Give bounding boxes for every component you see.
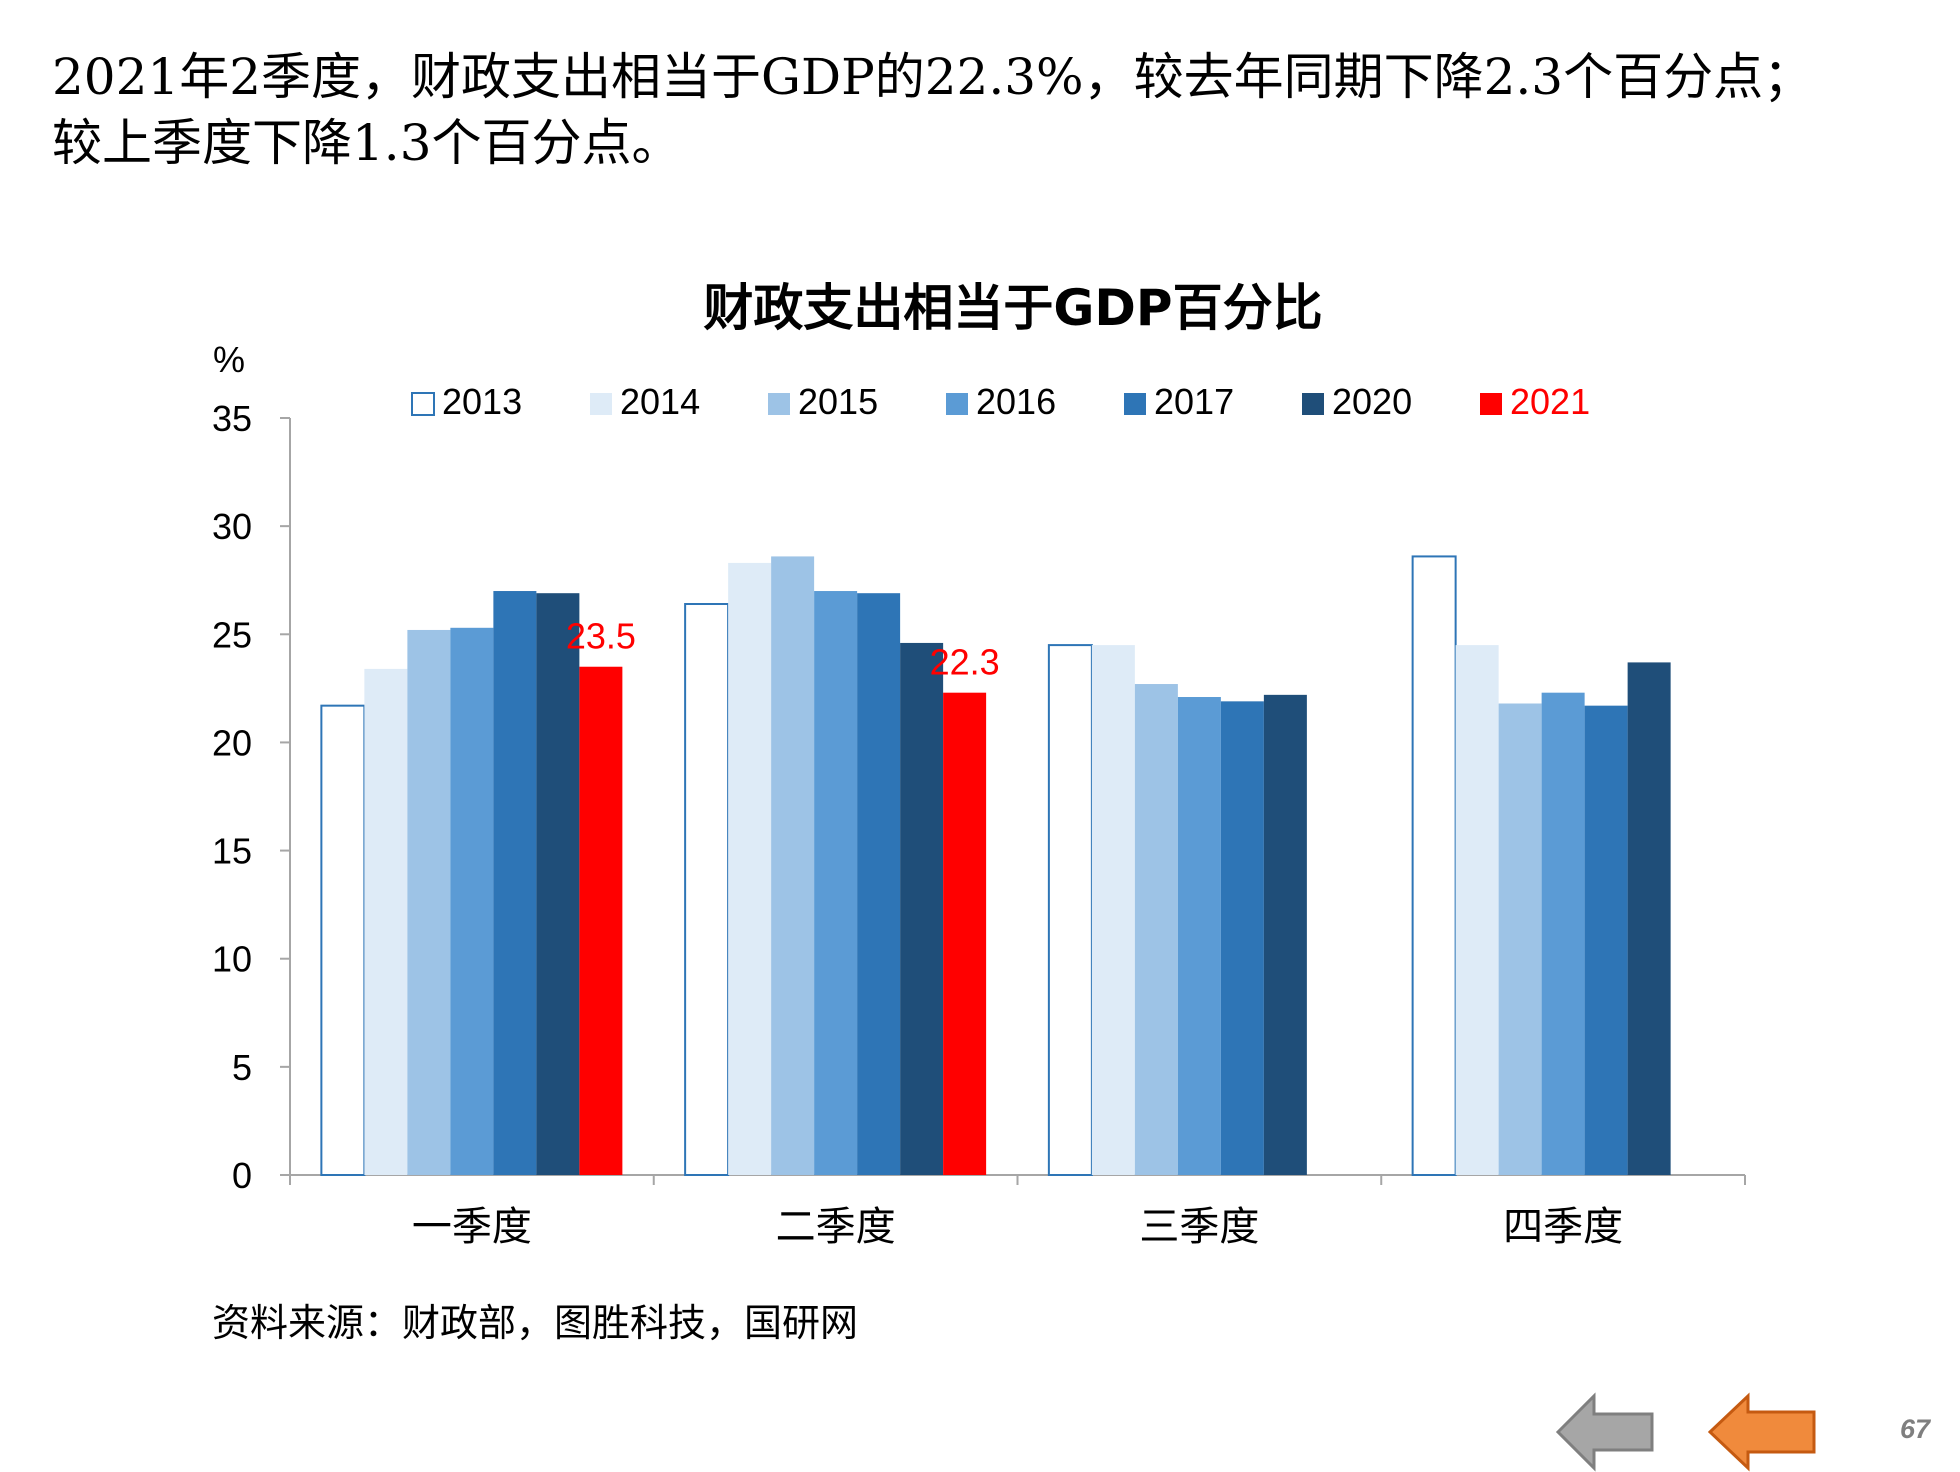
x-tick-label: 二季度 [776, 1204, 896, 1250]
headline-line-2: 较上季度下降1.3个百分点。 [52, 114, 682, 172]
bar [771, 556, 815, 1175]
x-tick-label: 四季度 [1503, 1204, 1623, 1250]
legend-swatch [411, 392, 435, 416]
y-tick-label: 15 [212, 831, 252, 872]
bar [1627, 662, 1671, 1175]
legend-label: 2013 [442, 381, 522, 422]
bar [320, 704, 366, 1176]
bar [1177, 697, 1221, 1175]
legend-label: 2021 [1510, 381, 1590, 422]
bar [1263, 694, 1307, 1175]
y-tick-label: 25 [212, 614, 252, 655]
bar [1541, 692, 1585, 1175]
bar [943, 692, 987, 1175]
bar [900, 642, 944, 1175]
bar [1411, 555, 1457, 1176]
legend-label: 2020 [1332, 381, 1412, 422]
y-tick-label: 10 [212, 939, 252, 980]
previous-page-arrow-icon[interactable] [1556, 1392, 1656, 1472]
headline-line-1: 2021年2季度，财政支出相当于GDP的22.3%，较去年同期下降2.3个百分点… [52, 48, 1814, 106]
y-tick-label: 20 [212, 722, 252, 763]
bar [1047, 644, 1093, 1176]
bar [684, 603, 730, 1176]
legend-label: 2014 [620, 381, 700, 422]
y-tick-label: 30 [212, 506, 252, 547]
bar [1455, 645, 1499, 1175]
legend-swatch [946, 393, 968, 415]
legend-swatch [590, 393, 612, 415]
legend-label: 2016 [976, 381, 1056, 422]
legend-label: 2017 [1154, 381, 1234, 422]
x-tick-label: 三季度 [1139, 1204, 1259, 1250]
legend-swatch [1302, 393, 1324, 415]
legend-label: 2015 [798, 381, 878, 422]
page-number: 67 [1899, 1414, 1930, 1444]
bar [1220, 701, 1264, 1175]
data-label: 22.3 [930, 642, 1000, 683]
source-note: 资料来源：财政部，图胜科技，国研网 [212, 1301, 859, 1345]
bar [364, 668, 408, 1175]
next-page-arrow-icon[interactable] [1708, 1392, 1818, 1472]
legend-swatch [1480, 393, 1502, 415]
bar [814, 591, 858, 1175]
bar [728, 562, 772, 1175]
bar [579, 666, 623, 1175]
bar [1091, 645, 1135, 1175]
chart-title: 财政支出相当于GDP百分比 [703, 279, 1323, 337]
y-tick-label: 5 [232, 1047, 252, 1088]
bar [1498, 703, 1542, 1175]
y-axis-label: % [213, 339, 245, 380]
headline: 2021年2季度，财政支出相当于GDP的22.3%，较去年同期下降2.3个百分点… [52, 44, 1932, 176]
y-tick-label: 0 [232, 1155, 252, 1196]
x-tick-label: 一季度 [412, 1204, 532, 1250]
bar [536, 593, 580, 1175]
data-label: 23.5 [566, 616, 636, 657]
bar [407, 629, 451, 1175]
bar [1134, 684, 1178, 1175]
bar [1584, 705, 1628, 1175]
y-tick-label: 35 [212, 398, 252, 439]
bar [857, 593, 901, 1175]
legend-swatch [768, 393, 790, 415]
legend-swatch [1124, 393, 1146, 415]
bar [450, 627, 494, 1175]
bar [493, 591, 537, 1175]
